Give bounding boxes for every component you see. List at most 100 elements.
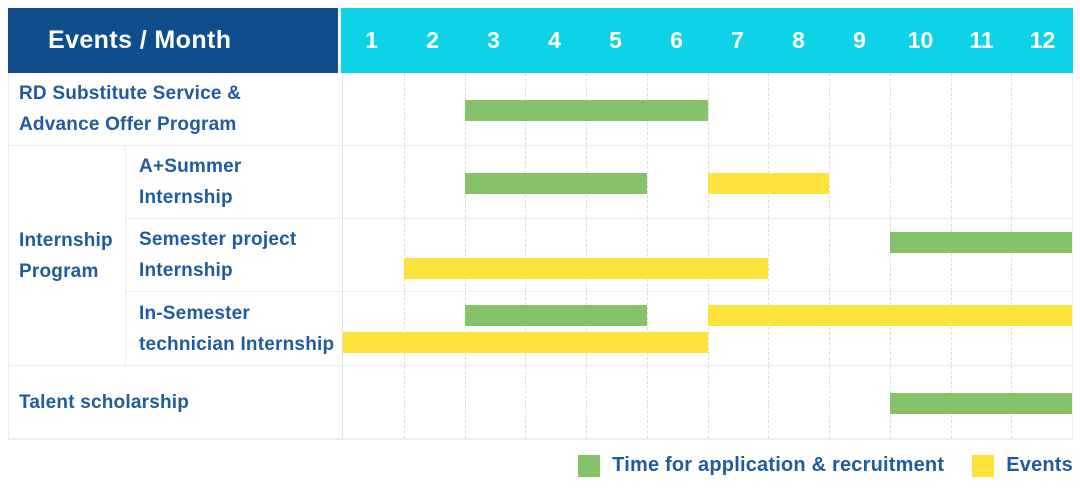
row-label-line: RD Substitute Service & xyxy=(19,83,242,104)
row-label-line: technician Internship xyxy=(139,333,335,355)
green-swatch-icon xyxy=(578,454,601,477)
month-gridline xyxy=(829,366,830,438)
month-gridline xyxy=(950,146,952,218)
row-label-line: Advance Offer Program xyxy=(19,114,237,135)
row-label-line: Semester project xyxy=(139,229,297,250)
month-gridline xyxy=(403,219,405,291)
table-row: Talent scholarship xyxy=(9,366,1072,439)
gantt-table: Events / Month 1 2 3 4 5 6 7 8 9 10 11 12 RD Substi… xyxy=(8,8,1073,440)
month-header-row: 1 2 3 4 5 6 7 8 9 10 11 12 xyxy=(341,8,1073,73)
legend: Time for application & recruitment Event… xyxy=(578,454,1073,477)
month-header-cell: 8 xyxy=(792,27,805,53)
month-gridline xyxy=(586,219,587,291)
month-gridline xyxy=(829,146,830,218)
group-label: Internship Program xyxy=(9,146,125,365)
table-sub-row: Semester project Internship xyxy=(125,219,1072,292)
row-label: Talent scholarship xyxy=(9,366,342,438)
timeline-cell xyxy=(342,73,1072,145)
month-gridline xyxy=(525,219,527,291)
month-gridline xyxy=(464,366,466,438)
month-gridline xyxy=(707,219,709,291)
month-header-cell: 7 xyxy=(731,27,744,53)
table-header-label: Events / Month xyxy=(8,8,341,73)
gantt-bar-green xyxy=(464,100,708,121)
month-gridline xyxy=(646,292,648,365)
month-gridline xyxy=(586,366,587,438)
month-gridline xyxy=(889,219,891,291)
month-gridline xyxy=(1011,146,1013,218)
month-header-cell: 10 xyxy=(907,27,934,53)
table-header-row: Events / Month 1 2 3 4 5 6 7 8 9 10 11 12 xyxy=(8,8,1073,73)
sub-row-label: In-Semester technician Internship xyxy=(125,292,342,365)
table-sub-row: In-Semester technician Internship xyxy=(125,292,1072,365)
month-gridline xyxy=(768,292,770,365)
month-gridline xyxy=(1011,219,1013,291)
sub-row-label: Semester project Internship xyxy=(125,219,342,291)
month-gridline xyxy=(403,366,405,438)
row-label-line: Internship xyxy=(19,229,113,251)
month-gridline xyxy=(646,219,648,291)
month-header-cell: 11 xyxy=(969,27,994,53)
legend-label: Time for application & recruitment xyxy=(612,454,945,476)
month-header-cell: 1 xyxy=(365,27,378,53)
month-gridline xyxy=(707,73,709,145)
month-gridline xyxy=(707,366,709,438)
row-group: Internship Program A+Summer Internship Semes… xyxy=(9,146,1072,366)
legend-item-events: Events xyxy=(972,454,1073,477)
gantt-bar-green xyxy=(889,393,1072,414)
row-label-line: Internship xyxy=(139,187,233,208)
month-gridline xyxy=(1011,73,1013,145)
month-gridline xyxy=(829,219,830,291)
sub-row-label: A+Summer Internship xyxy=(125,146,342,218)
month-gridline xyxy=(889,292,891,365)
row-label: RD Substitute Service & Advance Offer Pro… xyxy=(9,73,342,145)
month-gridline xyxy=(950,219,952,291)
gantt-bar-green xyxy=(464,305,647,326)
legend-item-application: Time for application & recruitment xyxy=(578,454,944,477)
month-gridline xyxy=(403,73,405,145)
legend-label: Events xyxy=(1006,454,1073,476)
gantt-bar-yellow xyxy=(707,305,1072,326)
gantt-bar-yellow xyxy=(403,258,769,279)
month-gridline xyxy=(646,366,648,438)
row-label-line: Program xyxy=(19,260,99,282)
gantt-bar-yellow xyxy=(707,173,829,194)
month-gridline xyxy=(586,292,587,365)
month-header-cell: 9 xyxy=(853,27,866,53)
month-header-cell: 6 xyxy=(670,27,683,53)
gantt-bar-yellow xyxy=(343,332,708,353)
row-label-line: A+Summer xyxy=(139,156,242,177)
month-gridline xyxy=(889,146,891,218)
month-gridline xyxy=(403,292,405,365)
month-header-cell: 2 xyxy=(426,27,439,53)
month-header-cell: 5 xyxy=(609,27,622,53)
month-gridline xyxy=(525,292,527,365)
month-gridline xyxy=(889,73,891,145)
timeline-cell xyxy=(342,219,1072,291)
month-header-cell: 4 xyxy=(548,27,561,53)
month-gridline xyxy=(464,219,466,291)
month-gridline xyxy=(829,292,830,365)
row-label-line: Talent scholarship xyxy=(19,391,190,413)
month-gridline xyxy=(829,73,830,145)
month-gridline xyxy=(768,366,770,438)
table-sub-row: A+Summer Internship xyxy=(125,146,1072,219)
yellow-swatch-icon xyxy=(972,454,995,477)
group-rows: A+Summer Internship Semester project Intern… xyxy=(125,146,1072,365)
month-gridline xyxy=(768,219,770,291)
row-label-line: In-Semester xyxy=(139,302,250,324)
month-gridline xyxy=(950,292,952,365)
table-body: RD Substitute Service & Advance Offer Pro… xyxy=(8,73,1073,440)
month-header-cell: 3 xyxy=(487,27,500,53)
table-row: RD Substitute Service & Advance Offer Pro… xyxy=(9,73,1072,146)
month-gridline xyxy=(768,73,770,145)
month-gridline xyxy=(950,73,952,145)
timeline-cell xyxy=(342,292,1072,365)
month-header-cell: 12 xyxy=(1029,27,1056,53)
row-label-line: Internship xyxy=(139,260,233,281)
month-gridline xyxy=(403,146,405,218)
gantt-bar-green xyxy=(464,173,647,194)
month-gridline xyxy=(464,292,466,365)
timeline-cell xyxy=(342,146,1072,218)
